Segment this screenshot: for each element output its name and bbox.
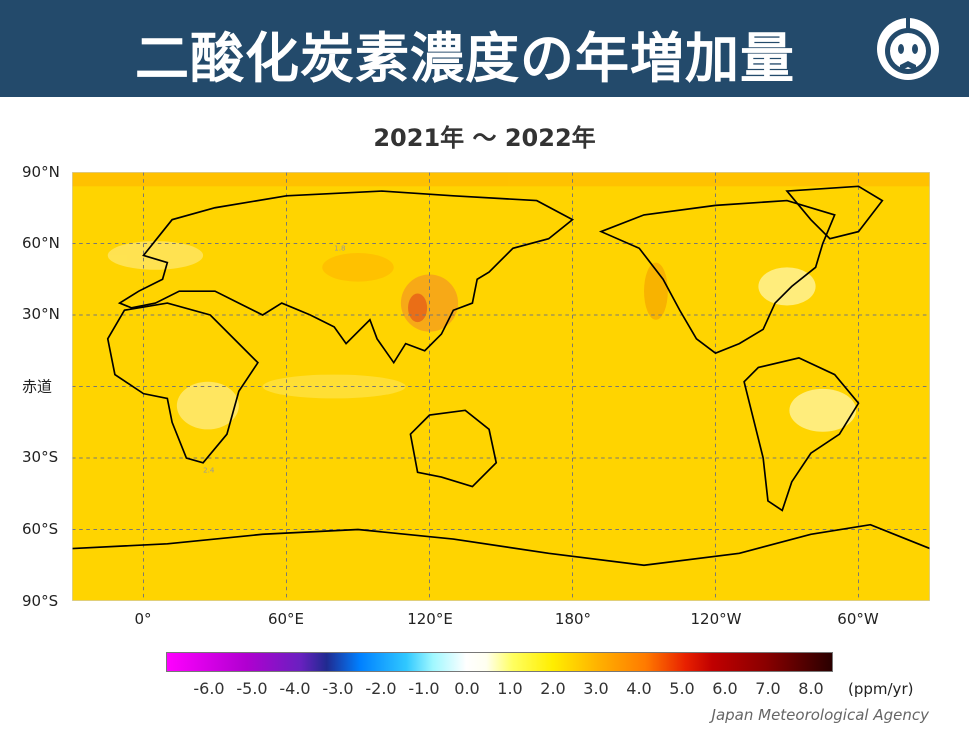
lon-label: 60°E — [267, 610, 305, 628]
lon-label: 120°E — [407, 610, 453, 628]
lat-label: 30°N — [22, 305, 60, 323]
period-subtitle: 2021年 〜 2022年 — [373, 124, 596, 152]
lon-label: 60°W — [837, 610, 879, 628]
colorbar-tick: 2.0 — [540, 679, 566, 698]
colorbar — [166, 652, 833, 672]
lat-label: 60°S — [22, 520, 59, 538]
lat-label: 60°N — [22, 234, 60, 252]
contour-label: 1.8 — [334, 244, 346, 253]
north-america-coast — [598, 199, 836, 355]
colorbar-tick: -2.0 — [365, 679, 397, 698]
jma-mascot-icon — [877, 18, 939, 80]
grid-lines — [72, 172, 930, 601]
coastlines — [72, 185, 930, 567]
colorbar-tick: 5.0 — [669, 679, 695, 698]
colorbar-tick: -3.0 — [322, 679, 354, 698]
eurasia-coast — [117, 190, 575, 365]
header-banner: 二酸化炭素濃度の年増加量 — [0, 0, 969, 97]
colorbar-tick: -4.0 — [279, 679, 311, 698]
colorbar-tick: 4.0 — [626, 679, 652, 698]
antarctica-coast — [72, 523, 930, 567]
page-title: 二酸化炭素濃度の年増加量 — [135, 27, 795, 90]
australia-coast — [409, 409, 498, 488]
lon-label: 0° — [134, 610, 152, 628]
colorbar-tick: -6.0 — [193, 679, 225, 698]
colorbar-tick: 8.0 — [798, 679, 824, 698]
lat-label: 90°S — [22, 592, 59, 610]
colorbar-tick: 1.0 — [497, 679, 523, 698]
lat-label: 90°N — [22, 163, 60, 181]
lon-label: 180° — [554, 610, 592, 628]
africa-coast — [106, 302, 259, 464]
co2-growth-map: 1.8 2.4 — [72, 172, 930, 601]
lon-label: 120°W — [690, 610, 742, 628]
colorbar-unit: (ppm/yr) — [848, 680, 914, 698]
credit-text: Japan Meteorological Agency — [711, 706, 929, 724]
colorbar-tick: 3.0 — [583, 679, 609, 698]
greenland-coast — [785, 185, 884, 240]
colorbar-tick: -5.0 — [236, 679, 268, 698]
colorbar-tick: -1.0 — [408, 679, 440, 698]
south-america-coast — [743, 357, 860, 512]
lat-label: 赤道 — [22, 377, 53, 396]
contour-label: 2.4 — [203, 465, 215, 474]
colorbar-tick: 6.0 — [712, 679, 738, 698]
colorbar-tick: 7.0 — [755, 679, 781, 698]
colorbar-tick: 0.0 — [454, 679, 480, 698]
lat-label: 30°S — [22, 448, 59, 466]
